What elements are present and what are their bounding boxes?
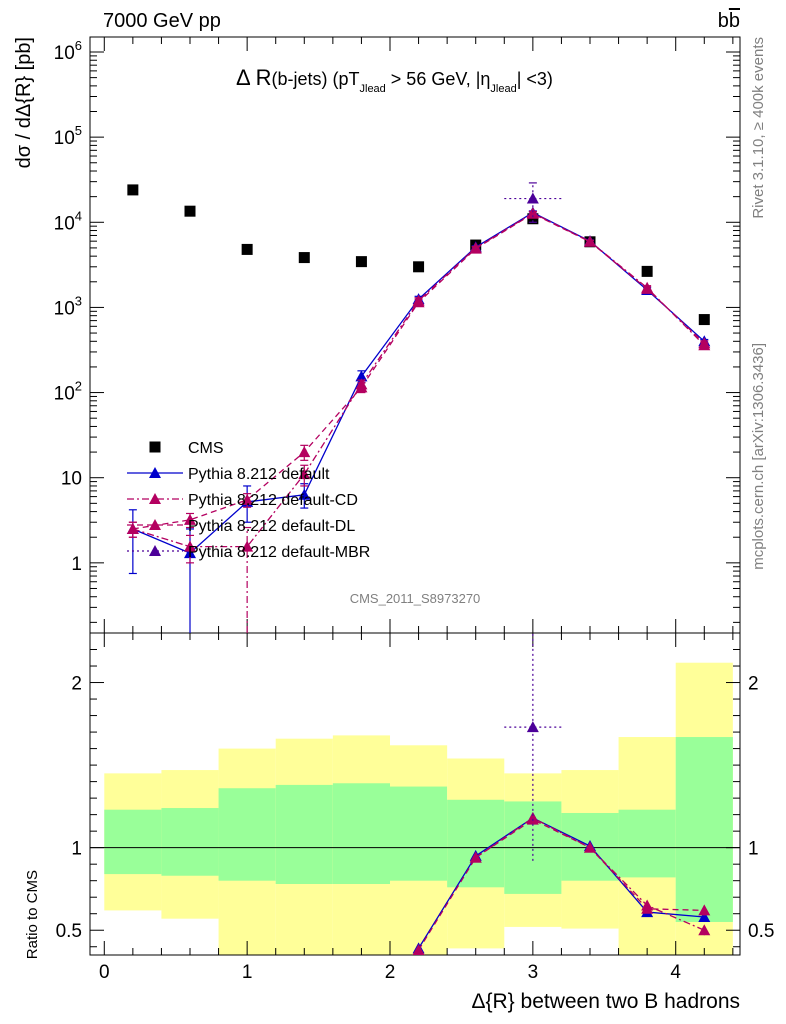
y-tick-label: 2 [71,674,82,695]
y-tick-label: 10 [61,469,82,490]
mc-point [241,540,254,552]
band-inner [618,809,676,878]
x-tick-label: 1 [242,962,253,983]
chart-marks [126,182,711,956]
cms-point [698,314,710,326]
cms-point [641,265,653,277]
y-tick-label: 2 [748,674,759,695]
legend-marker-cms [149,441,161,453]
cms-point [413,261,425,273]
ratio-point [698,924,711,936]
legend-label: CMS [188,440,224,457]
band-inner [218,788,276,881]
y-tick-label: 1 [748,839,759,860]
y-tick-label: 103 [54,293,82,319]
legend-label: Pythia 8.212 default-MBR [188,544,370,561]
mc-point [355,370,368,382]
ratio-line [418,818,705,951]
y-axis-label: dσ / dΔ{R} [pb] [13,37,35,168]
mc-point [298,468,311,480]
y-tick-label: 0.5 [748,921,774,942]
mc-point [298,488,311,500]
chart-title: Δ R(b-jets) (pTJlead > 56 GeV, |ηJlead| … [236,65,553,95]
cms-point [527,213,539,225]
legend-marker [149,519,161,530]
legend-label: Pythia 8.212 default [188,466,330,483]
x-tick-label: 4 [670,962,681,983]
ratio-bands [104,662,733,955]
side-label-bottom: mcplots.cern.ch [arXiv:1306.3436] [750,343,767,570]
mc-point [355,381,368,393]
cms-point [184,205,196,217]
y-tick-label: 1 [71,554,82,575]
band-inner [104,809,162,875]
cms-point [241,243,253,255]
band-inner [332,783,390,884]
ratio-point [698,904,711,916]
mc-point [698,337,711,349]
mc-point [184,513,196,525]
watermark: CMS_2011_S8973270 [350,591,481,606]
ratio-point [584,841,596,853]
header-left: 7000 GeV pp [103,10,221,32]
band-inner [161,808,219,876]
legend: CMS Pythia 8.212 default Pythia 8.212 defa… [127,440,370,561]
y-tick-label: 106 [54,38,82,64]
y-tick-label: 1 [71,839,82,860]
ratio-line [475,817,705,931]
band-inner [675,737,733,922]
mc-point [126,522,139,534]
plot-frames [89,36,741,956]
chart-labels: 0 1 2 3 4 1 10 102 103 104 105 106 0.5 0.5 1 1 2 2 dσ / dΔ… [13,37,774,1013]
y-axis-label: Ratio to CMS [24,870,41,959]
legend-marker [149,493,161,504]
header-right: bb [718,10,740,32]
y-tick-label: 0.5 [56,921,82,942]
band-inner [275,784,333,884]
mc-point [412,296,425,308]
y-tick-label: 104 [54,208,82,234]
mc-point [469,242,482,254]
legend-label: Pythia 8.212 default-CD [188,492,358,509]
mc-point [526,192,539,204]
legend-label: Pythia 8.212 default-DL [188,518,355,535]
x-tick-label: 0 [99,962,110,983]
mc-point [241,493,254,505]
legend-marker [149,467,161,478]
x-tick-label: 3 [528,962,539,983]
legend-marker [149,545,161,556]
ratio-point [698,911,711,923]
y-tick-label: 102 [54,379,82,405]
cms-point [298,252,310,264]
ratio-point [412,944,425,956]
mc-point [584,235,596,247]
ratio-point [469,851,482,863]
ratio-point [526,721,539,733]
mc-point [184,540,196,552]
x-tick-label: 2 [385,962,396,983]
mc-point [526,207,539,219]
cms-point [355,256,367,268]
y-tick-label: 105 [54,123,82,149]
x-axis-label: Δ{R} between two B hadrons [471,990,740,1013]
cms-point [127,184,139,196]
mc-point [298,446,311,458]
side-label-top: Rivet 3.1.10, ≥ 400k events [750,37,767,219]
ratio-line [418,817,705,949]
mc-point [641,282,654,294]
ratio-point [641,902,654,914]
band-inner [390,786,448,881]
